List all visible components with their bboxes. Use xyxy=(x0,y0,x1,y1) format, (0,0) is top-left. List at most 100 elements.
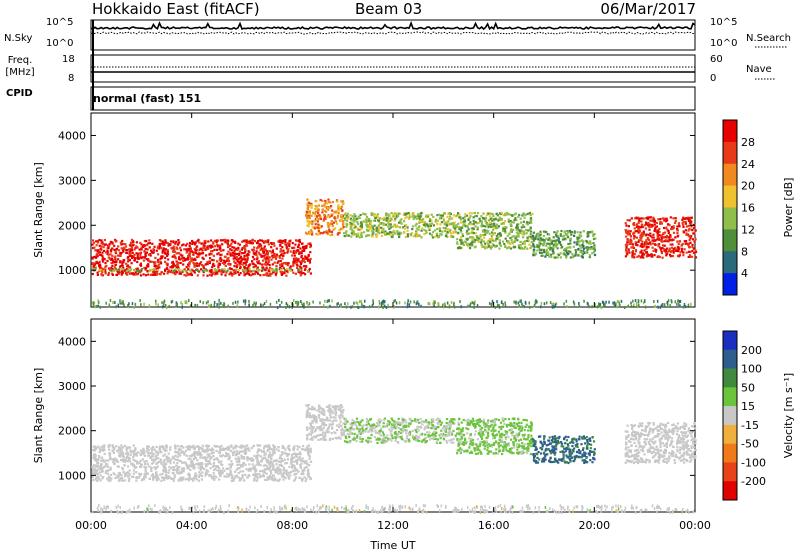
data-cell xyxy=(110,266,113,269)
data-cell xyxy=(276,261,279,264)
data-cell xyxy=(345,233,348,236)
data-cell xyxy=(288,240,291,243)
data-cell xyxy=(308,259,311,262)
data-cell xyxy=(691,249,694,253)
data-cell xyxy=(476,226,479,229)
data-cell xyxy=(229,263,232,266)
data-cell xyxy=(471,244,474,247)
data-cell xyxy=(678,240,682,243)
data-cell xyxy=(155,445,158,448)
data-cell xyxy=(666,251,669,254)
data-cell xyxy=(549,239,552,242)
data-cell xyxy=(119,265,122,268)
data-cell xyxy=(642,301,645,305)
data-cell xyxy=(161,255,164,258)
data-cell xyxy=(171,265,174,268)
data-cell xyxy=(694,256,698,259)
data-cell xyxy=(175,260,178,263)
data-cell xyxy=(121,264,124,267)
data-cell xyxy=(537,246,540,249)
data-cell xyxy=(546,242,549,245)
data-cell xyxy=(638,230,641,233)
data-cell xyxy=(136,462,139,465)
data-cell xyxy=(195,478,198,481)
data-cell xyxy=(152,452,155,455)
data-cell xyxy=(220,273,223,276)
data-cell xyxy=(270,242,273,245)
data-cell xyxy=(626,238,629,241)
data-cell xyxy=(357,305,359,309)
data-cell xyxy=(572,300,575,304)
data-cell xyxy=(115,445,118,448)
data-cell xyxy=(197,264,201,267)
data-cell xyxy=(518,213,521,217)
data-cell xyxy=(593,253,597,257)
data-cell xyxy=(669,304,672,308)
data-cell xyxy=(292,261,295,264)
data-cell xyxy=(92,456,95,459)
data-cell xyxy=(195,445,198,448)
data-cell xyxy=(433,229,436,232)
data-cell xyxy=(421,227,424,230)
power-panel-frame xyxy=(90,112,696,308)
data-cell xyxy=(285,452,289,455)
data-cell xyxy=(281,464,284,468)
data-cell xyxy=(641,240,644,243)
data-cell xyxy=(309,204,312,207)
data-cell xyxy=(129,453,132,456)
data-cell xyxy=(167,475,170,478)
data-cell xyxy=(278,240,281,243)
data-cell xyxy=(683,240,686,243)
data-cell xyxy=(124,475,127,478)
data-cell xyxy=(101,260,105,263)
data-cell xyxy=(381,217,384,220)
data-cell xyxy=(418,221,421,224)
data-cell xyxy=(176,465,179,468)
data-cell xyxy=(296,259,299,262)
data-cell xyxy=(237,300,239,304)
data-cell xyxy=(218,244,221,247)
data-cell xyxy=(165,444,168,447)
data-cell xyxy=(134,459,137,462)
data-cell xyxy=(112,451,115,454)
colorbar-tick-label: 28 xyxy=(741,136,755,149)
noise-panel-frame xyxy=(90,19,696,51)
data-cell xyxy=(295,300,297,304)
data-cell xyxy=(131,255,134,258)
data-cell xyxy=(234,257,237,260)
data-cell xyxy=(157,253,160,256)
data-cell xyxy=(659,218,662,221)
data-cell xyxy=(277,449,280,452)
data-cell xyxy=(670,299,673,303)
data-cell xyxy=(671,246,674,249)
data-cell xyxy=(689,216,692,220)
data-cell xyxy=(262,475,265,478)
data-cell xyxy=(417,215,420,218)
data-cell xyxy=(512,235,515,238)
data-cell xyxy=(388,214,391,217)
data-cell xyxy=(515,236,518,239)
data-cell xyxy=(281,254,284,257)
data-cell xyxy=(453,221,456,224)
data-cell xyxy=(284,472,287,475)
data-cell xyxy=(227,445,230,448)
data-cell xyxy=(665,217,668,220)
data-cell xyxy=(124,460,127,463)
data-cell xyxy=(372,219,375,222)
data-cell xyxy=(100,468,104,471)
data-cell xyxy=(624,222,627,225)
noise-sky-trace xyxy=(90,20,696,31)
freq-label-2: [MHz] xyxy=(5,67,35,78)
data-cell xyxy=(197,269,200,272)
data-cell xyxy=(161,305,164,309)
data-cell xyxy=(271,250,274,254)
data-cell xyxy=(682,254,685,257)
data-cell xyxy=(412,235,415,238)
data-cell xyxy=(521,214,524,217)
data-cell xyxy=(92,262,95,265)
data-cell xyxy=(120,273,123,276)
data-cell xyxy=(653,239,656,242)
data-cell xyxy=(159,257,162,260)
data-cell xyxy=(275,265,278,268)
data-cell xyxy=(194,264,197,267)
